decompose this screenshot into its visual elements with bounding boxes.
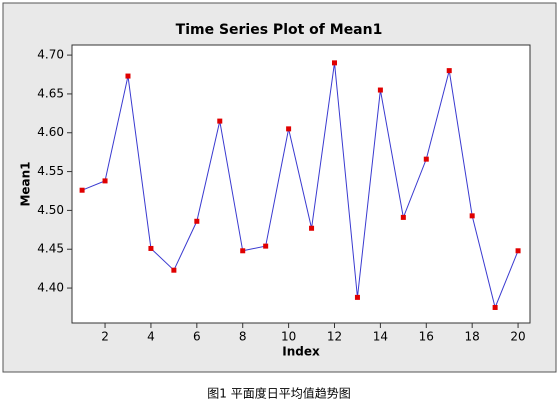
data-point [423,156,429,162]
x-tick-label: 8 [239,330,247,344]
y-tick-label: 4.50 [37,203,64,217]
data-point [309,225,315,231]
x-tick-label: 20 [510,330,525,344]
x-tick-label: 10 [281,330,296,344]
x-tick-label: 12 [327,330,342,344]
y-tick-label: 4.40 [37,281,64,295]
data-point [515,248,521,254]
x-tick-label: 6 [193,330,201,344]
data-point [148,245,154,251]
data-point [194,218,200,224]
data-point [240,248,246,254]
data-point [102,178,108,184]
data-point [79,187,85,193]
x-tick-label: 18 [465,330,480,344]
y-tick-label: 4.55 [37,164,64,178]
data-point [171,267,177,273]
data-point [469,213,475,219]
y-tick-label: 4.65 [37,86,64,100]
data-point [286,126,292,132]
y-tick-label: 4.70 [37,48,64,62]
y-tick-label: 4.45 [37,242,64,256]
data-point [354,294,360,300]
y-tick-label: 4.60 [37,125,64,139]
x-tick-label: 2 [101,330,109,344]
x-axis-label: Index [282,345,320,359]
data-point [332,60,338,66]
chart-title: Time Series Plot of Mean1 [176,22,383,38]
data-point [492,304,498,310]
data-point [125,73,131,79]
series-line [81,62,519,310]
x-tick-label: 4 [147,330,155,344]
data-point [400,214,406,220]
x-tick-label: 14 [373,330,388,344]
data-point [217,118,223,124]
data-point [377,87,383,93]
caption: 图1 平面度日平均值趋势图 [207,386,350,401]
data-point [446,68,452,74]
x-tick-label: 16 [419,330,434,344]
y-axis-label: Mean1 [19,161,33,206]
data-point [263,243,269,249]
